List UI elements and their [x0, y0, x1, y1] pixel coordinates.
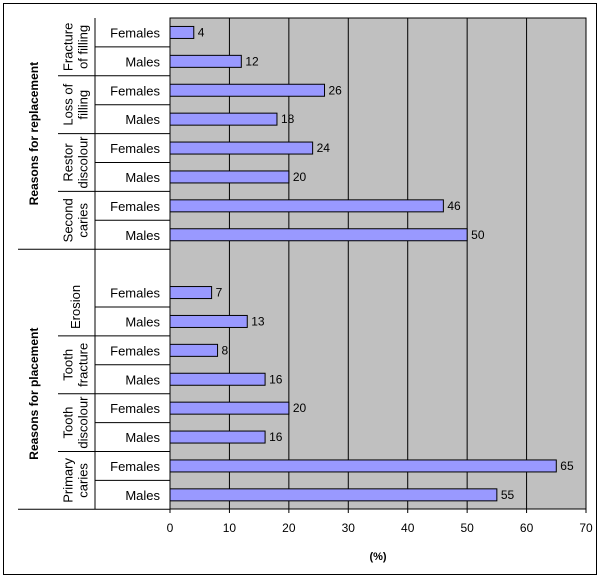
bar-category-label: Males	[125, 54, 160, 69]
x-axis-label: (%)	[369, 551, 386, 563]
data-label: 20	[293, 170, 307, 184]
data-label: 20	[293, 401, 307, 415]
group-label: Loss offilling	[61, 83, 91, 125]
group-label-line: Second	[61, 198, 76, 242]
group-label-line: filling	[76, 90, 91, 120]
x-tick-label: 30	[342, 521, 356, 535]
bar	[169, 83, 326, 97]
category-labels: Females Males Females Males Females Males Fema…	[18, 18, 170, 510]
x-tick-label: 60	[520, 521, 534, 535]
data-label: 26	[329, 83, 343, 97]
bar-category-label: Females	[110, 25, 160, 40]
bar-category-label: Females	[110, 199, 160, 214]
group-label: Toothfracture	[61, 343, 91, 387]
bar	[169, 343, 219, 357]
bar	[169, 372, 266, 386]
data-label: 55	[501, 488, 515, 502]
bar-category-label: Females	[110, 83, 160, 98]
group-label: Restordiscolour	[61, 136, 91, 189]
bar	[169, 459, 557, 473]
group-label-line: discolour	[76, 396, 91, 449]
bar	[169, 286, 213, 300]
group-label-line: Tooth	[61, 349, 76, 381]
x-tick-label: 50	[460, 521, 474, 535]
section-label: Reasons for replacement	[27, 62, 41, 205]
bar-category-label: Females	[110, 343, 160, 358]
group-label-line: Loss of	[61, 83, 76, 125]
bar	[169, 199, 444, 213]
data-label: 16	[269, 372, 283, 386]
bar-category-label: Females	[110, 401, 160, 416]
bar-category-label: Females	[110, 459, 160, 474]
bar-category-label: Males	[125, 488, 160, 503]
x-tick-label: 0	[167, 521, 174, 535]
group-label-line: Erosion	[68, 285, 83, 329]
group-label-line: fracture	[76, 343, 91, 387]
bar-category-label: Females	[110, 141, 160, 156]
bar	[169, 54, 242, 68]
data-label: 24	[317, 141, 331, 155]
group-label-line: caries	[76, 463, 91, 498]
bar	[169, 401, 290, 415]
x-tick-label: 40	[401, 521, 415, 535]
x-tick-label: 70	[579, 521, 593, 535]
section-label: Reasons for placement	[27, 328, 41, 460]
data-label: 4	[198, 25, 205, 39]
group-label-line: Fracture	[61, 23, 76, 71]
bar	[169, 488, 498, 502]
group-label-line: Primary	[61, 458, 76, 503]
bar-category-label: Males	[125, 170, 160, 185]
data-label: 18	[281, 112, 295, 126]
group-label: Erosion	[68, 285, 83, 329]
gridlines	[228, 18, 528, 509]
chart-frame	[3, 3, 597, 575]
group-label: Primarycaries	[61, 458, 91, 503]
data-label: 46	[447, 199, 461, 213]
data-label: 13	[251, 314, 265, 328]
group-label-line: discolour	[76, 136, 91, 189]
bar-category-label: Females	[110, 286, 160, 301]
group-label-line: of filling	[76, 25, 91, 69]
bar	[169, 314, 248, 328]
plot-area	[169, 17, 587, 510]
data-label: 8	[222, 343, 229, 357]
group-label: Secondcaries	[61, 198, 91, 242]
bar	[169, 141, 314, 155]
bar-category-label: Males	[125, 228, 160, 243]
bar	[169, 170, 290, 184]
data-label: 50	[471, 228, 485, 242]
data-label: 7	[216, 286, 223, 300]
group-label-line: Tooth	[61, 407, 76, 439]
bar	[169, 25, 195, 39]
group-label-line: caries	[76, 202, 91, 237]
data-label: 65	[560, 459, 574, 473]
data-label: 12	[245, 54, 259, 68]
bar-category-label: Males	[125, 430, 160, 445]
bar	[169, 112, 278, 126]
bar-category-label: Males	[125, 372, 160, 387]
bar-category-label: Males	[125, 314, 160, 329]
group-label: Toothdiscolour	[61, 396, 91, 449]
data-label: 16	[269, 430, 283, 444]
bar	[169, 228, 468, 242]
bar	[169, 430, 266, 444]
group-label-line: Restor	[61, 143, 76, 182]
bars: 4 12 26 18 24 20 46 50 7 13 8 16 20 16 65 55	[169, 25, 574, 502]
bar-category-label: Males	[125, 112, 160, 127]
x-tick-label: 10	[223, 521, 237, 535]
x-axis-ticks: 0 10 20 30 40 50 60 70	[167, 509, 593, 535]
x-tick-label: 20	[282, 521, 296, 535]
group-label: Fractureof filling	[61, 23, 91, 71]
